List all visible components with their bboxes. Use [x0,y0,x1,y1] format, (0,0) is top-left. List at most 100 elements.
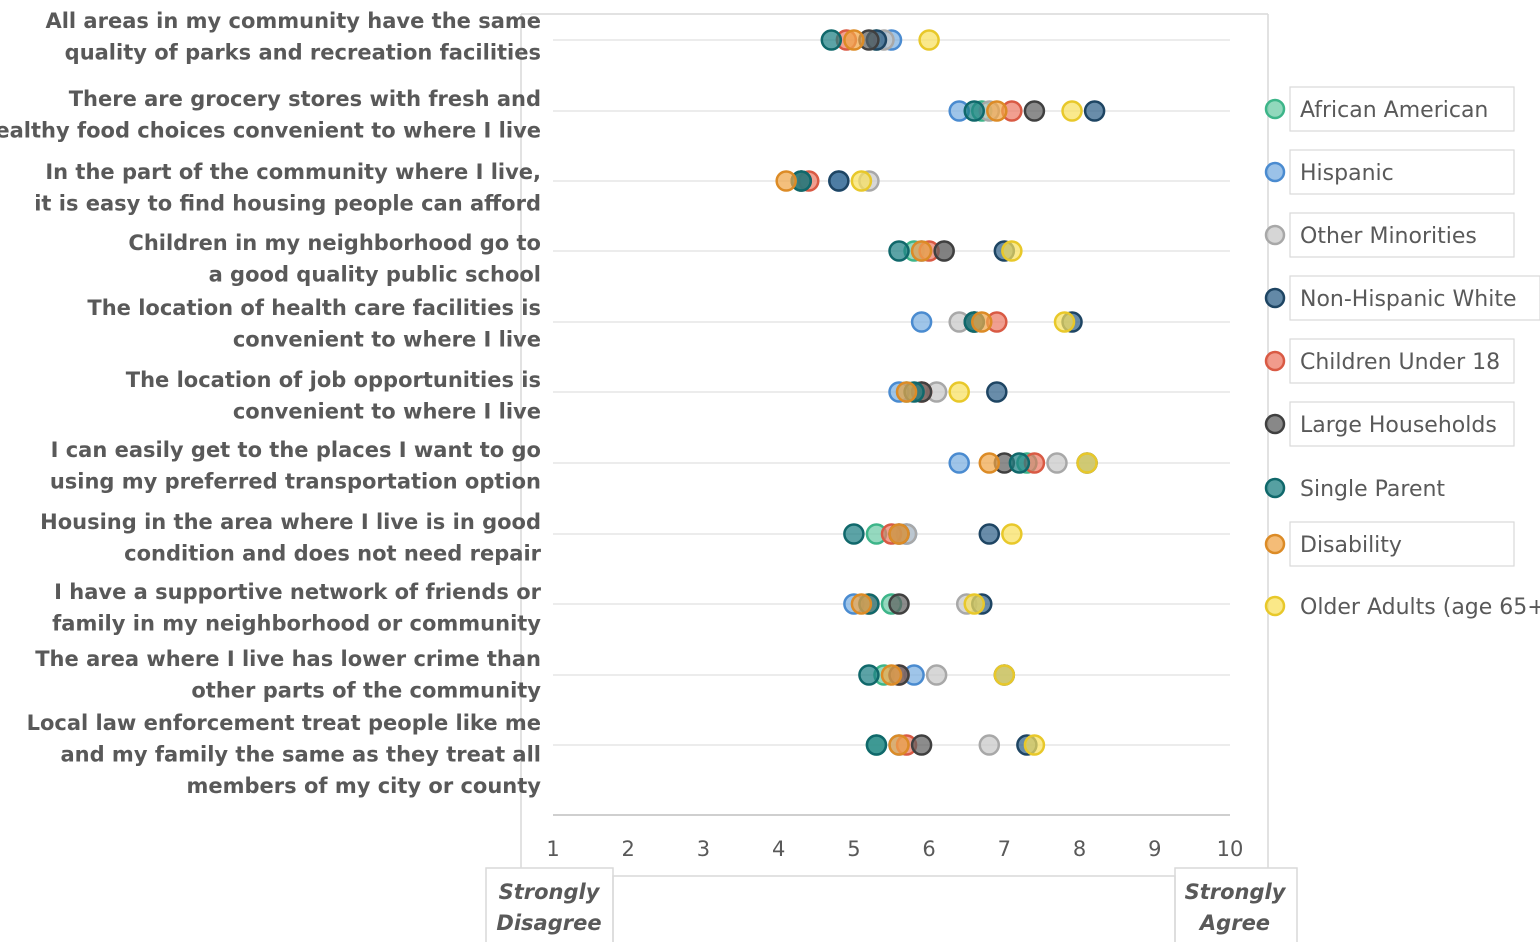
legend-item: Single Parent [1264,477,1445,502]
data-point [820,29,843,51]
data-point [888,593,910,615]
series-disability [775,29,1008,756]
x-tick-label: 1 [546,837,559,861]
series-older-adults-age-65 [850,29,1098,756]
legend-marker [1264,287,1286,309]
legend-marker [1264,477,1286,499]
data-point [1061,100,1083,122]
statement-line: a good quality public school [209,263,541,287]
x-tick-label: 2 [622,837,635,861]
legend-box [1289,275,1540,321]
statement-label-8: Housing in the area where I live is in g… [40,510,541,566]
chart-frame [485,13,1298,942]
x-tick-label: 9 [1148,837,1161,861]
legend-marker [1264,413,1286,435]
data-point [850,170,873,192]
x-tick-label: 7 [998,837,1011,861]
legend-label: Disability [1300,533,1402,558]
data-point [948,381,970,403]
anchor-box-right [1174,867,1298,942]
statement-label-6: The location of job opportunities is conv… [126,368,541,424]
x-tick-label: 3 [697,837,710,861]
statement-label-3: In the part of the community where I liv… [34,160,541,216]
anchor-left-label: Disagree [496,911,601,935]
statement-line: Children in my neighborhood go to [128,231,541,255]
statement-labels: All areas in my community have the same q… [0,9,542,798]
data-point [775,170,797,192]
data-point [888,523,910,545]
statement-label-9: I have a supportive network of friends o… [52,580,541,636]
legend-item: Hispanic [1264,149,1515,195]
data-point [895,381,918,403]
anchor-right-label: Agree [1198,911,1270,935]
statement-label-11: Local law enforcement treat people like … [27,711,542,798]
legend-item: Children Under 18 [1264,338,1515,384]
data-point [828,170,850,192]
data-point [925,664,948,686]
legend-marker [1264,533,1286,555]
statement-line: Housing in the area where I live is in g… [40,510,541,534]
data-point [880,664,903,686]
data-point [978,734,1001,756]
statement-line: convenient to where I live [233,328,541,352]
legend-box [1289,212,1515,258]
x-tick-label: 8 [1073,837,1086,861]
statement-line: The area where I live has lower crime th… [35,647,541,671]
legend-item: Large Households [1264,401,1515,447]
data-point [843,29,865,51]
statement-line: using my preferred transportation option [50,470,541,494]
data-point [1001,523,1023,545]
statement-line: I have a supportive network of friends o… [54,580,541,604]
statement-line: I can easily get to the places I want to… [51,438,541,462]
legend-box [1289,401,1515,447]
legend-marker [1264,224,1286,246]
data-points [775,29,1106,756]
anchor-left-label: Strongly [499,880,601,904]
data-point [888,240,910,262]
legend-label: Large Households [1300,413,1497,438]
data-point [963,593,985,615]
x-tick-label: 6 [922,837,935,861]
legend-box [1289,521,1515,567]
legend-item: Older Adults (age 65+) [1264,595,1540,620]
data-point [910,734,933,756]
data-point [1053,311,1076,333]
statement-line: The location of job opportunities is [126,368,541,392]
statement-label-10: The area where I live has lower crime th… [35,647,541,703]
statement-line: quality of parks and recreation faciliti… [65,41,541,65]
statement-line: condition and does not need repair [124,542,541,566]
data-point [1076,452,1098,474]
data-point [1023,734,1046,756]
legend-label: Other Minorities [1300,224,1477,249]
data-point [993,664,1016,686]
legend: African American Hispanic Other Minorities… [1264,86,1540,620]
statement-line: healthy food choices convenient to where… [0,119,541,143]
legend-label: Non-Hispanic White [1300,287,1516,312]
legend-item: Non-Hispanic White [1264,275,1540,321]
data-point [918,29,940,51]
x-tick-label: 5 [847,837,860,861]
statement-line: There are grocery stores with fresh and [69,87,541,111]
data-point [888,734,910,756]
statement-label-5: The location of health care facilities i… [87,296,541,352]
statement-line: All areas in my community have the same [45,9,541,33]
legend-box [1289,86,1515,132]
scale-anchors: Strongly Disagree Strongly Agree [496,880,1286,935]
x-tick-label: 4 [772,837,785,861]
legend-box [1289,338,1515,384]
data-point [986,381,1008,403]
x-tick-label: 10 [1217,837,1244,861]
data-point [978,452,1001,474]
legend-item: Disability [1264,521,1515,567]
data-point [850,593,873,615]
statement-line: other parts of the community [191,679,541,703]
statement-label-7: I can easily get to the places I want to… [50,438,541,494]
data-point [910,240,933,262]
legend-marker [1264,350,1286,372]
x-axis-ticks: 1 2 3 4 5 6 7 8 9 10 [546,837,1243,861]
statement-line: convenient to where I live [233,400,541,424]
legend-label: Children Under 18 [1300,350,1500,375]
data-point [858,664,880,686]
statement-line: The location of health care facilities i… [87,296,541,320]
